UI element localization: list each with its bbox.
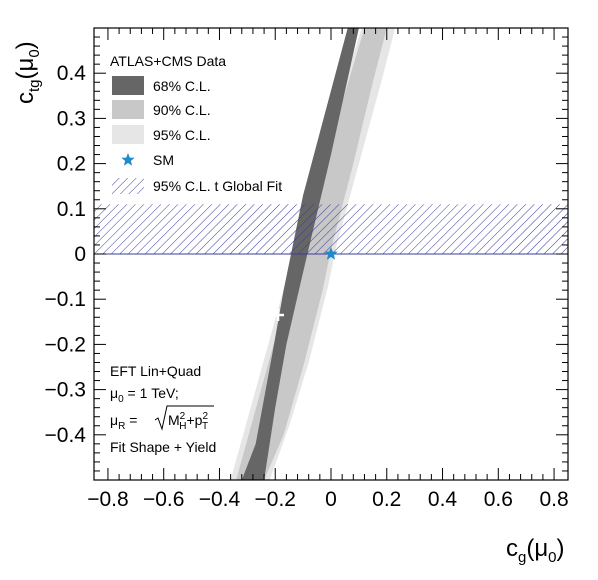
global-fit-band [94,204,568,254]
legend-label: SM [153,152,174,168]
y-tick-label: 0.2 [57,153,86,176]
y-tick-label: 0.1 [57,198,86,221]
legend-label: 90% C.L. [153,102,211,118]
y-tick-label: 0 [74,243,86,266]
y-tick-label: −0.2 [45,333,86,356]
legend-swatch [112,100,144,119]
x-tick-label: 0.6 [484,488,513,511]
x-axis-label: cg(μ0) [506,535,565,566]
markers [272,247,338,322]
x-tick-label: 0.8 [539,488,568,511]
sqrt-sign [154,405,214,431]
legend-title: ATLAS+CMS Data [110,53,226,69]
global-fit-band-group [94,204,568,255]
y-axis-label: ctg(μ0) [12,41,43,104]
note-fit: Fit Shape + Yield [110,439,216,455]
legend-label: 95% C.L. [153,127,211,143]
y-tick-label: 0.4 [57,62,87,85]
legend-swatch [112,76,144,95]
legend-label: 68% C.L. [153,78,211,94]
x-tick-label: −0.6 [143,488,184,511]
x-tick-label: −0.8 [87,488,128,511]
note-mu0: μ0 = 1 TeV; [110,385,179,405]
legend-hatch-swatch [112,178,144,194]
note-sqrt-content: M2 H+p2 T [168,411,208,432]
note-eft: EFT Lin+Quad [110,363,201,379]
legend: ATLAS+CMS Data 68% C.L. 90% C.L. 95% C.L. SM… [110,53,282,194]
x-tick-label: 0 [325,488,337,511]
legend-swatch [112,125,144,144]
sm-point-star [324,247,338,260]
x-tick-label: 0.4 [428,488,458,511]
y-tick-label: −0.4 [45,424,87,447]
y-tick-label: −0.3 [45,379,86,402]
x-tick-label: 0.2 [372,488,401,511]
note-muR: μR = [110,412,137,432]
annotation-block: EFT Lin+Quad μ0 = 1 TeV; μR = M2 H+p2 T Fit S… [110,363,216,455]
y-axis: −0.4 −0.3 −0.2 −0.1 0 0.1 0.2 0.3 0.4 [45,36,568,472]
x-axis: −0.8 −0.6 −0.4 −0.2 0 0.2 0.4 0.6 0.8 [87,28,569,511]
legend-label: 95% C.L. t Global Fit [153,178,282,194]
x-tick-label: −0.4 [199,488,241,511]
y-tick-label: −0.1 [45,288,86,311]
x-tick-label: −0.2 [255,488,296,511]
legend-star-icon [121,153,135,166]
y-tick-label: 0.3 [57,107,86,130]
